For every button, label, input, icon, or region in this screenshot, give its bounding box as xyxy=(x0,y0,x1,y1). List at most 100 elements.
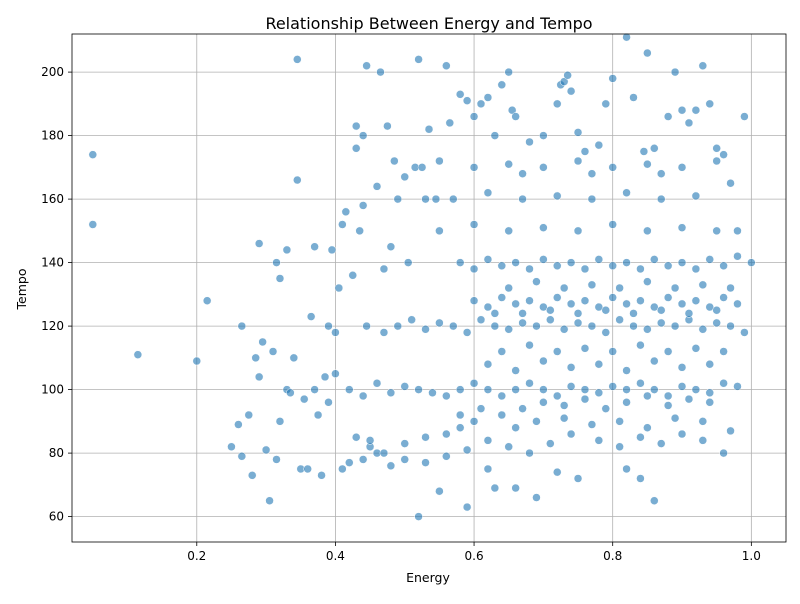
data-point xyxy=(539,385,548,394)
data-point xyxy=(254,372,264,382)
data-point xyxy=(442,61,451,70)
data-point xyxy=(691,105,701,115)
data-point xyxy=(313,410,323,420)
x-tick-label: 0.6 xyxy=(465,549,484,563)
data-point xyxy=(587,280,597,290)
data-point xyxy=(334,283,344,293)
data-point xyxy=(594,436,604,445)
data-point xyxy=(636,432,645,442)
data-point xyxy=(261,445,271,455)
data-point xyxy=(497,293,507,302)
data-point xyxy=(358,391,368,401)
data-point xyxy=(733,226,742,236)
data-point xyxy=(272,258,281,267)
data-point xyxy=(421,194,430,204)
data-point xyxy=(324,321,333,331)
data-point xyxy=(351,144,361,153)
data-point xyxy=(670,67,680,77)
data-point xyxy=(525,340,534,350)
data-point xyxy=(504,67,513,77)
data-point xyxy=(476,99,486,109)
data-point xyxy=(442,391,451,401)
data-point xyxy=(622,385,631,394)
data-point xyxy=(293,175,302,185)
data-point xyxy=(251,353,260,363)
data-point xyxy=(559,325,569,334)
data-point xyxy=(622,464,631,474)
data-point xyxy=(539,356,548,366)
x-tick-label: 1.0 xyxy=(742,549,761,563)
data-point xyxy=(525,379,534,388)
data-point xyxy=(483,255,493,264)
data-point xyxy=(483,436,493,445)
data-points xyxy=(88,32,756,521)
data-point xyxy=(608,347,617,356)
data-point xyxy=(712,305,721,315)
data-point xyxy=(497,261,507,271)
data-point xyxy=(650,356,659,366)
data-point xyxy=(629,309,638,318)
data-point xyxy=(338,220,347,229)
data-point xyxy=(566,363,576,372)
data-point xyxy=(601,404,611,413)
data-point xyxy=(497,347,507,356)
y-tick-label: 160 xyxy=(41,192,64,206)
data-point xyxy=(483,302,493,312)
data-point xyxy=(504,226,513,236)
data-point xyxy=(705,398,714,407)
data-point xyxy=(677,163,687,172)
data-point xyxy=(608,261,617,271)
data-point xyxy=(594,255,604,264)
data-point xyxy=(254,239,264,248)
data-point xyxy=(698,417,708,426)
data-point xyxy=(563,71,572,80)
y-tick-label: 80 xyxy=(49,446,64,460)
data-point xyxy=(629,93,638,102)
data-point xyxy=(351,121,361,131)
data-point xyxy=(386,388,396,398)
data-point xyxy=(601,305,611,315)
data-point xyxy=(663,112,673,121)
data-point xyxy=(532,277,541,286)
data-point xyxy=(462,502,472,512)
data-point xyxy=(462,96,472,105)
data-point xyxy=(504,442,513,451)
data-point xyxy=(726,178,735,188)
data-point xyxy=(698,61,708,70)
data-point xyxy=(379,448,389,458)
data-point xyxy=(705,359,714,369)
data-point xyxy=(643,159,652,169)
data-point xyxy=(552,261,562,271)
data-point xyxy=(546,305,555,315)
data-point xyxy=(393,194,403,204)
data-point xyxy=(712,226,721,236)
data-point xyxy=(331,369,340,378)
data-point xyxy=(622,299,631,309)
y-tick-label: 60 xyxy=(49,510,64,524)
data-point xyxy=(615,442,624,451)
data-point xyxy=(712,318,721,328)
data-point xyxy=(747,258,756,267)
data-point xyxy=(331,328,340,337)
data-point xyxy=(622,398,631,407)
data-point xyxy=(351,432,361,442)
data-point xyxy=(490,321,500,331)
data-point xyxy=(289,353,299,363)
data-point xyxy=(629,321,638,331)
data-point xyxy=(317,471,326,480)
data-point xyxy=(636,264,645,274)
data-point xyxy=(237,321,247,331)
data-point xyxy=(310,385,319,394)
data-point xyxy=(345,385,354,394)
data-point xyxy=(362,61,371,70)
data-point xyxy=(559,413,569,423)
data-point xyxy=(490,131,500,140)
data-point xyxy=(559,401,569,410)
data-point xyxy=(573,128,583,137)
data-point xyxy=(483,464,493,474)
chart-title: Relationship Between Energy and Tempo xyxy=(265,14,592,33)
data-point xyxy=(504,325,513,334)
data-point xyxy=(532,417,541,426)
data-point xyxy=(133,350,143,359)
data-point xyxy=(677,223,687,232)
